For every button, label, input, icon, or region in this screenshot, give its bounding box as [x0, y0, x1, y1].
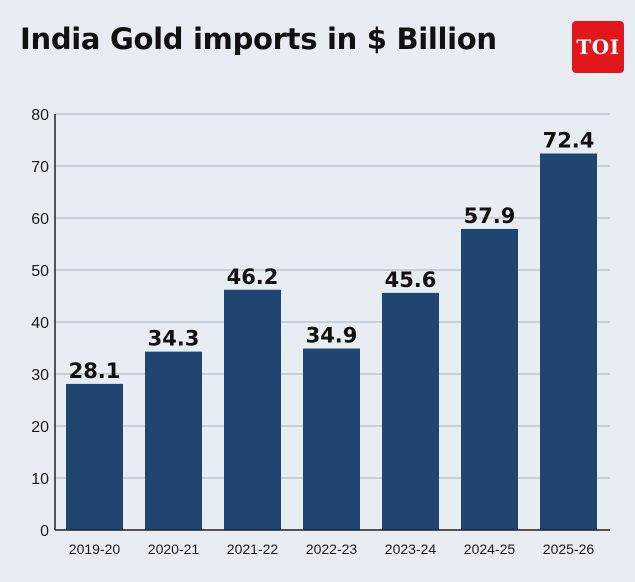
y-tick-label-40: 40 [31, 315, 49, 332]
chart-title: India Gold imports in $ Billion [20, 22, 497, 56]
data-labels: 28.1 34.3 46.2 34.9 45.6 57.9 72.4 [69, 129, 595, 383]
y-tick-label-0: 0 [40, 523, 49, 540]
x-category-label-2022-23: 2022-23 [306, 541, 358, 557]
y-axis-ticks: 0 10 20 30 40 50 60 70 80 [31, 107, 49, 540]
data-label-2024-25: 57.9 [464, 204, 516, 228]
y-tick-label-20: 20 [31, 419, 49, 436]
data-label-2020-21: 34.3 [148, 327, 200, 351]
data-label-2019-20: 28.1 [69, 359, 121, 383]
y-tick-label-10: 10 [31, 471, 49, 488]
bar-2020-21 [145, 351, 202, 530]
toi-logo-text: TOI [576, 35, 620, 59]
x-category-label-2021-22: 2021-22 [227, 541, 279, 557]
y-tick-label-80: 80 [31, 107, 49, 124]
x-category-label-2019-20: 2019-20 [69, 541, 121, 557]
y-tick-label-50: 50 [31, 263, 49, 280]
data-label-2023-24: 45.6 [385, 268, 437, 292]
data-label-2021-22: 46.2 [227, 265, 279, 289]
y-tick-label-30: 30 [31, 367, 49, 384]
data-label-2025-26: 72.4 [543, 129, 595, 153]
toi-logo: TOI [572, 21, 624, 73]
bars [66, 153, 597, 531]
bar-2019-20 [66, 383, 123, 530]
data-label-2022-23: 34.9 [306, 324, 358, 348]
bar-2021-22 [224, 289, 281, 530]
bar-2023-24 [382, 292, 439, 530]
y-tick-label-60: 60 [31, 211, 49, 228]
bar-2024-25 [461, 228, 518, 531]
x-category-label-2024-25: 2024-25 [464, 541, 516, 557]
y-tick-label-70: 70 [31, 159, 49, 176]
x-category-label-2020-21: 2020-21 [148, 541, 200, 557]
x-category-label-2023-24: 2023-24 [385, 541, 437, 557]
x-axis-categories: 2019-20 2020-21 2021-22 2022-23 2023-24 2024-… [69, 541, 595, 557]
bar-2025-26 [540, 153, 597, 530]
x-category-label-2025-26: 2025-26 [543, 541, 595, 557]
bar-2022-23 [303, 348, 360, 530]
